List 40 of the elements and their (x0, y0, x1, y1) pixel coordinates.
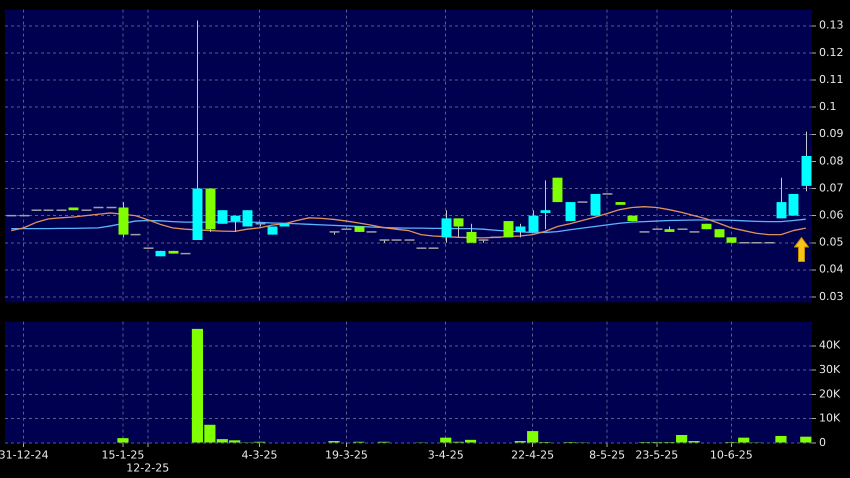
x-tick-label: 4-3-25 (242, 448, 278, 462)
candlestick (218, 210, 228, 224)
x-tick-label: 23-5-25 (635, 448, 678, 462)
y-tick-label: 10K (819, 412, 841, 425)
x-tick-label: 3-4-25 (428, 448, 464, 462)
y-tick-label: 0.05 (819, 236, 844, 249)
y-tick-label: 0.08 (819, 154, 844, 168)
candlestick (454, 218, 464, 238)
candlestick (504, 220, 514, 238)
bar (775, 436, 787, 442)
candlestick (540, 180, 550, 230)
candlestick (516, 223, 526, 238)
y-tick-label: 0.13 (819, 18, 844, 32)
bar (117, 438, 129, 442)
x-tick-label: 8-5-25 (589, 448, 626, 462)
y-tick-label: 0 (819, 436, 826, 449)
candlestick (776, 177, 786, 219)
candlestick (466, 223, 476, 244)
y-tick-label: 40K (819, 338, 841, 352)
x-tick-label: 12-2-25 (126, 462, 170, 475)
x-tick-label: 15-1-25 (101, 448, 144, 462)
y-tick-label: 30K (819, 363, 841, 376)
candlestick (566, 202, 576, 222)
y-tick-label: 0.12 (819, 46, 844, 59)
candlestick (442, 210, 452, 244)
candlestick (528, 210, 538, 232)
y-tick-label: 0.09 (819, 127, 844, 140)
y-tick-label: 0.07 (819, 181, 844, 194)
candlestick (230, 215, 240, 232)
x-tick-label: 22-4-25 (511, 448, 554, 462)
bar (800, 436, 812, 442)
y-tick-label: 0.06 (819, 208, 844, 222)
y-tick-label: 0.03 (819, 290, 844, 303)
candlestick (242, 210, 252, 227)
y-tick-label: 0.04 (819, 262, 844, 276)
y-tick-label: 0.1 (819, 100, 836, 114)
y-tick-label: 20K (819, 387, 841, 400)
x-tick-label: 10-6-25 (710, 448, 753, 462)
x-tick-label: 19-3-25 (324, 448, 368, 462)
y-tick-label: 0.11 (819, 72, 844, 86)
